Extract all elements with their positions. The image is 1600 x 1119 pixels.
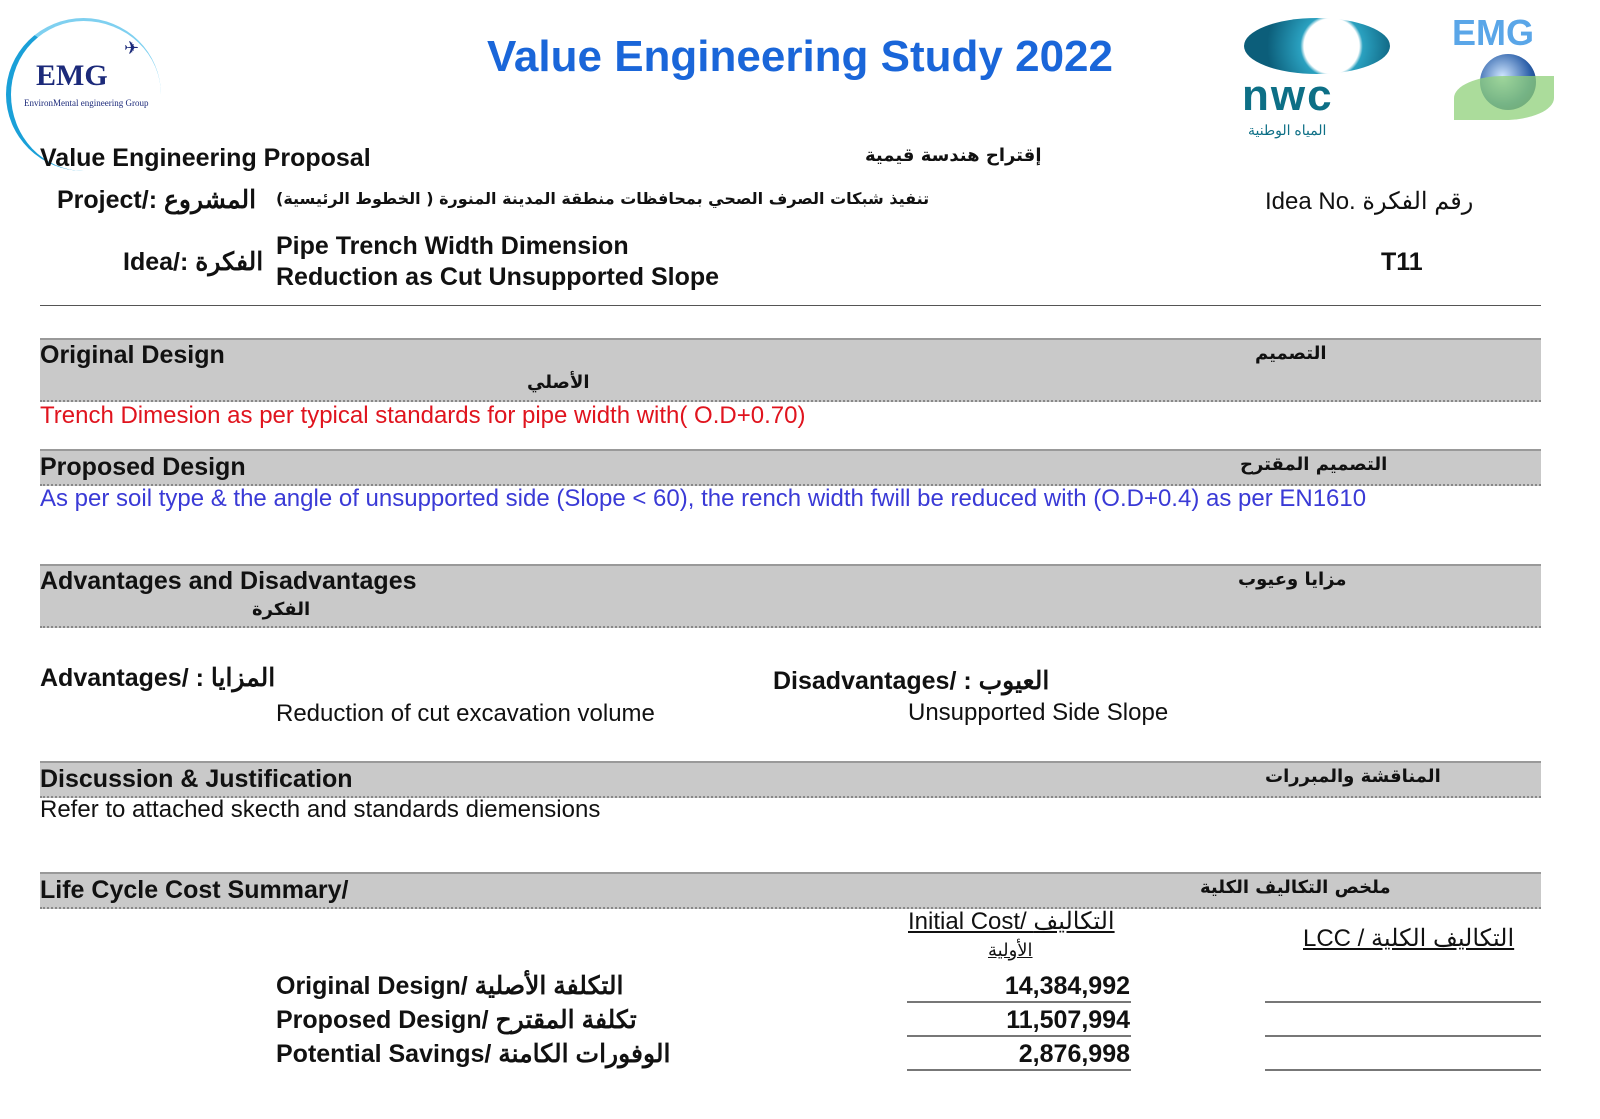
disadvantages-label: Disadvantages/ : العيوب — [773, 667, 1050, 695]
proposal-label: Value Engineering Proposal — [40, 144, 371, 172]
emg-logo-right-text: EMG — [1452, 12, 1535, 53]
project-value: تنفيذ شبكات الصرف الصحي بمحافظات منطقة ا… — [276, 189, 930, 208]
idea-label: Idea/: الفكرة — [123, 248, 264, 276]
advantages-text: Reduction of cut excavation volume — [276, 700, 655, 727]
original-title-ar: التصميم — [1255, 343, 1327, 364]
section-discussion — [40, 761, 1541, 798]
logo-arc — [6, 18, 161, 171]
birds-icon: ✈ — [124, 38, 140, 58]
proposal-label-ar: إقتراح هندسة قيمية — [865, 145, 1042, 166]
row-rule — [907, 1035, 1131, 1037]
row-initial: 14,384,992 — [1004, 972, 1130, 1000]
emg-logo-right: EMG — [1450, 14, 1560, 124]
lcc-title: Life Cycle Cost Summary/ — [40, 876, 349, 904]
discussion-title: Discussion & Justification — [40, 765, 353, 793]
section-proposed-design — [40, 449, 1541, 486]
row-rule — [907, 1001, 1131, 1003]
idea-line-1: Pipe Trench Width Dimension — [276, 232, 629, 260]
col-initial-cost-2: الأولية — [988, 940, 1033, 961]
emg-logo-left-text: EMG — [36, 59, 108, 92]
idea-no-label: Idea No. رقم الفكرة — [1265, 188, 1474, 215]
section-lcc — [40, 872, 1541, 909]
original-text: Trench Dimesion as per typical standards… — [40, 402, 806, 429]
proposed-text: As per soil type & the angle of unsuppor… — [40, 485, 1367, 512]
nwc-logo: nwc المياه الوطنية — [1240, 18, 1390, 138]
row-rule — [907, 1069, 1131, 1071]
project-label: Project/: المشروع — [57, 186, 257, 214]
proposed-title-ar: التصميم المقترح — [1240, 454, 1388, 475]
nwc-logo-text-ar: المياه الوطنية — [1248, 122, 1327, 138]
row-label: Original Design/ التكلفة الأصلية — [276, 972, 624, 1000]
idea-number: T11 — [1381, 248, 1423, 276]
emg-logo-left: EMG EnvironMental engineering Group ✈ — [6, 18, 181, 171]
advdis-title-ar: مزايا وعيوب — [1238, 569, 1347, 590]
section-advantages-disadvantages — [40, 564, 1541, 628]
row-label: Proposed Design/ تكلفة المقترح — [276, 1006, 637, 1034]
advdis-title-ar2: الفكرة — [252, 599, 311, 620]
disadvantages-text: Unsupported Side Slope — [908, 699, 1169, 726]
row-initial: 11,507,994 — [1006, 1006, 1130, 1034]
advdis-title: Advantages and Disadvantages — [40, 567, 417, 595]
col-initial-cost: Initial Cost/ التكاليف — [908, 908, 1115, 935]
nwc-logo-mark — [1244, 18, 1390, 74]
row-initial: 2,876,998 — [1018, 1040, 1130, 1068]
original-title-ar2: الأصلي — [527, 372, 590, 393]
lcc-title-ar: ملخص التكاليف الكلية — [1200, 877, 1391, 898]
row-lcc-blank — [1265, 1001, 1541, 1003]
row-lcc-blank — [1265, 1069, 1541, 1071]
page-title: Value Engineering Study 2022 — [487, 32, 1113, 81]
col-lcc: LCC / التكاليف الكلية — [1303, 925, 1515, 952]
advantages-label: Advantages/ : المزايا — [40, 664, 276, 692]
section-original-design — [40, 338, 1541, 402]
discussion-text: Refer to attached skecth and standards d… — [40, 796, 601, 823]
proposed-title: Proposed Design — [40, 453, 246, 481]
emg-logo-left-sub: EnvironMental engineering Group — [24, 98, 149, 108]
row-lcc-blank — [1265, 1035, 1541, 1037]
discussion-title-ar: المناقشة والمبررات — [1265, 766, 1441, 787]
nwc-logo-text: nwc — [1242, 71, 1334, 120]
leaf-icon — [1454, 76, 1554, 120]
divider — [40, 305, 1541, 306]
row-label: Potential Savings/ الوفورات الكامنة — [276, 1040, 671, 1068]
original-title: Original Design — [40, 341, 225, 369]
idea-line-2: Reduction as Cut Unsupported Slope — [276, 263, 720, 291]
